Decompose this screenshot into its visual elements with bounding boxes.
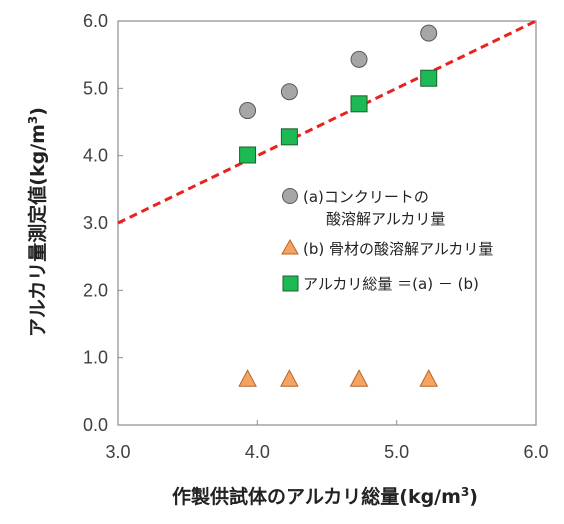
data-point-circle [280, 83, 298, 101]
y-tick-label: 4.0 [83, 146, 108, 166]
data-point-square [280, 128, 298, 146]
legend-label-a-line1: (a)コンクリートの [303, 188, 429, 206]
data-point-circle [420, 24, 438, 42]
x-tick-label: 5.0 [384, 442, 409, 462]
data-point-circle [350, 50, 368, 68]
x-tick-label: 3.0 [105, 442, 130, 462]
y-tick-label: 5.0 [83, 78, 108, 98]
x-axis-title: 作製供試体のアルカリ総量(kg/m3) [172, 485, 478, 508]
legend-marker-c [282, 275, 299, 292]
legend-marker-b [281, 238, 299, 255]
x-tick-label: 6.0 [523, 442, 548, 462]
data-point-square [420, 69, 438, 87]
data-point-triangle [349, 369, 369, 387]
legend-marker-a [282, 188, 298, 204]
y-tick-label: 2.0 [83, 280, 108, 300]
y-axis-title: アルカリ量測定値(kg/m3) [26, 107, 49, 337]
data-point-triangle [419, 369, 439, 387]
legend-label-b: (b) 骨材の酸溶解アルカリ量 [303, 240, 493, 258]
y-tick-label: 1.0 [83, 348, 108, 368]
legend-label-a-line2: 酸溶解アルカリ量 [326, 210, 445, 228]
data-point-square [350, 95, 368, 113]
x-tick-label: 4.0 [245, 442, 270, 462]
data-point-triangle [280, 369, 299, 387]
legend-label-c: アルカリ総量 ＝(a) － (b) [303, 275, 479, 293]
data-point-circle [239, 102, 257, 120]
y-tick-label: 0.0 [83, 415, 108, 435]
data-point-triangle [238, 369, 257, 387]
y-tick-label: 6.0 [83, 11, 108, 31]
y-tick-label: 3.0 [83, 213, 108, 233]
data-point-square [239, 146, 257, 164]
legend: (a)コンクリートの 酸溶解アルカリ量 (b) 骨材の酸溶解アルカリ量 アルカリ… [281, 188, 493, 293]
